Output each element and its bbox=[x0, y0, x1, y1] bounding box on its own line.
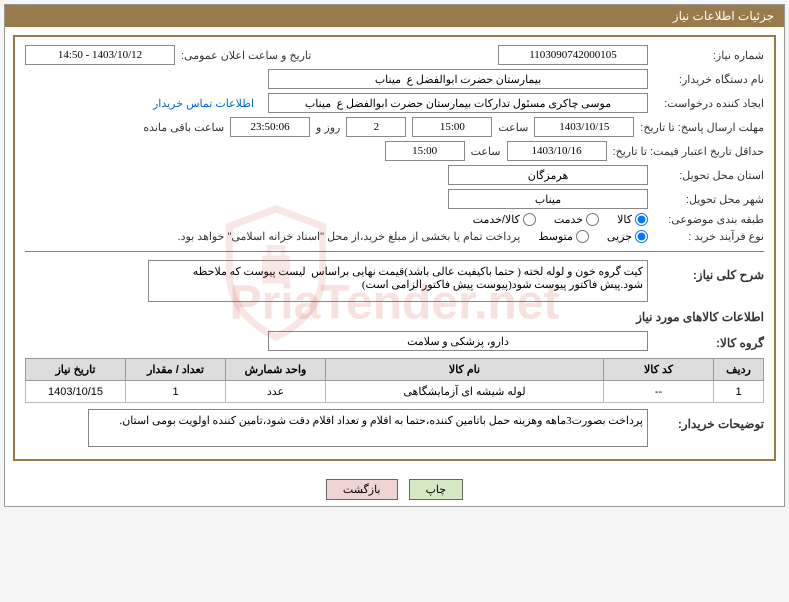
th-qty: تعداد / مقدار bbox=[126, 359, 226, 381]
items-section-title: اطلاعات کالاهای مورد نیاز bbox=[25, 310, 764, 324]
table-header-row: ردیف کد کالا نام کالا واحد شمارش تعداد /… bbox=[26, 359, 764, 381]
proc-medium-radio[interactable] bbox=[576, 230, 589, 243]
response-deadline-label: مهلت ارسال پاسخ: تا تاریخ: bbox=[640, 121, 764, 134]
time-remaining-suffix: ساعت باقی مانده bbox=[143, 121, 224, 134]
response-deadline-date bbox=[534, 117, 634, 137]
requester-field bbox=[268, 93, 648, 113]
category-label: طبقه بندی موضوعی: bbox=[654, 213, 764, 226]
time-label-2: ساعت bbox=[471, 145, 501, 158]
cell-code: -- bbox=[604, 381, 714, 403]
days-and-label: روز و bbox=[316, 121, 340, 134]
cell-unit: عدد bbox=[226, 381, 326, 403]
buyer-notes-textarea bbox=[88, 409, 648, 447]
cell-qty: 1 bbox=[126, 381, 226, 403]
back-button[interactable]: بازگشت bbox=[326, 479, 398, 500]
price-validity-date bbox=[507, 141, 607, 161]
th-unit: واحد شمارش bbox=[226, 359, 326, 381]
panel-title: جزئیات اطلاعات نیاز bbox=[5, 5, 784, 27]
proc-partial-option[interactable]: جزیی bbox=[607, 230, 648, 243]
button-row: چاپ بازگشت bbox=[5, 469, 784, 506]
proc-partial-label: جزیی bbox=[607, 230, 632, 243]
buyer-org-label: نام دستگاه خریدار: bbox=[654, 73, 764, 86]
separator bbox=[25, 251, 764, 252]
price-validity-label: حداقل تاریخ اعتبار قیمت: تا تاریخ: bbox=[613, 145, 764, 158]
cat-service-radio[interactable] bbox=[586, 213, 599, 226]
cat-service-label: خدمت bbox=[554, 213, 583, 226]
cat-goods-service-option[interactable]: کالا/خدمت bbox=[473, 213, 536, 226]
print-button[interactable]: چاپ bbox=[409, 479, 464, 500]
cat-goods-option[interactable]: کالا bbox=[617, 213, 648, 226]
delivery-city-label: شهر محل تحویل: bbox=[654, 193, 764, 206]
requester-label: ایجاد کننده درخواست: bbox=[654, 97, 764, 110]
cat-goods-service-label: کالا/خدمت bbox=[473, 213, 520, 226]
items-table: ردیف کد کالا نام کالا واحد شمارش تعداد /… bbox=[25, 358, 764, 403]
cell-date: 1403/10/15 bbox=[26, 381, 126, 403]
process-type-label: نوع فرآیند خرید : bbox=[654, 230, 764, 243]
cat-service-option[interactable]: خدمت bbox=[554, 213, 599, 226]
delivery-province-label: استان محل تحویل: bbox=[654, 169, 764, 182]
main-panel: جزئیات اطلاعات نیاز شماره نیاز: تاریخ و … bbox=[4, 4, 785, 507]
general-desc-label: شرح کلی نیاز: bbox=[654, 268, 764, 282]
delivery-city-field bbox=[448, 189, 648, 209]
announce-datetime-label: تاریخ و ساعت اعلان عمومی: bbox=[181, 49, 311, 62]
cat-goods-label: کالا bbox=[617, 213, 632, 226]
goods-group-field bbox=[268, 331, 648, 351]
need-number-field bbox=[498, 45, 648, 65]
delivery-province-field bbox=[448, 165, 648, 185]
process-note: پرداخت تمام یا بخشی از مبلغ خرید،از محل … bbox=[178, 230, 521, 243]
days-remaining bbox=[346, 117, 406, 137]
content-area: شماره نیاز: تاریخ و ساعت اعلان عمومی: نا… bbox=[13, 35, 776, 461]
buyer-contact-link[interactable]: اطلاعات تماس خریدار bbox=[153, 97, 254, 110]
th-row: ردیف bbox=[714, 359, 764, 381]
proc-partial-radio[interactable] bbox=[635, 230, 648, 243]
proc-medium-option[interactable]: متوسط bbox=[538, 230, 589, 243]
cat-goods-radio[interactable] bbox=[635, 213, 648, 226]
th-date: تاریخ نیاز bbox=[26, 359, 126, 381]
th-code: کد کالا bbox=[604, 359, 714, 381]
time-label-1: ساعت bbox=[498, 121, 528, 134]
announce-datetime-field bbox=[25, 45, 175, 65]
goods-group-label: گروه کالا: bbox=[654, 336, 764, 350]
cell-name: لوله شیشه ای آزمایشگاهی bbox=[326, 381, 604, 403]
need-number-label: شماره نیاز: bbox=[654, 49, 764, 62]
th-name: نام کالا bbox=[326, 359, 604, 381]
response-deadline-time bbox=[412, 117, 492, 137]
category-radio-group: کالا خدمت کالا/خدمت bbox=[473, 213, 648, 226]
proc-medium-label: متوسط bbox=[538, 230, 573, 243]
time-remaining bbox=[230, 117, 310, 137]
general-desc-textarea bbox=[148, 260, 648, 302]
buyer-notes-label: توضیحات خریدار: bbox=[654, 417, 764, 431]
table-row: 1 -- لوله شیشه ای آزمایشگاهی عدد 1 1403/… bbox=[26, 381, 764, 403]
cell-row: 1 bbox=[714, 381, 764, 403]
cat-goods-service-radio[interactable] bbox=[523, 213, 536, 226]
process-radio-group: جزیی متوسط bbox=[538, 230, 648, 243]
buyer-org-field bbox=[268, 69, 648, 89]
price-validity-time bbox=[385, 141, 465, 161]
